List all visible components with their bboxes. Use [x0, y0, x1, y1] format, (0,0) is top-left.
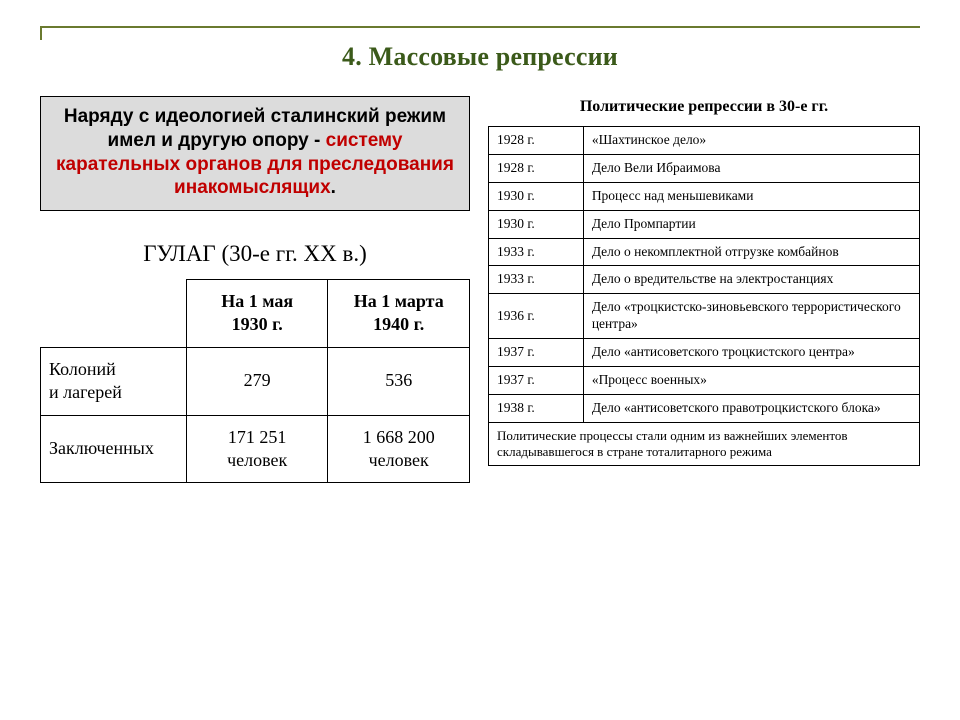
- gulag-r2-v2-l1: 1 668 200: [363, 427, 435, 447]
- gulag-table: На 1 мая 1930 г. На 1 марта 1940 г. Коло…: [40, 279, 470, 483]
- repressions-year: 1933 г.: [489, 266, 584, 294]
- repressions-year: 1938 г.: [489, 394, 584, 422]
- intro-tail: .: [331, 177, 336, 198]
- repressions-year: 1937 г.: [489, 339, 584, 367]
- repressions-row: 1928 г.Дело Вели Ибраимова: [489, 154, 920, 182]
- left-column: Наряду с идеологией сталинский режим име…: [40, 96, 470, 700]
- repressions-event: Дело Вели Ибраимова: [583, 154, 919, 182]
- repressions-event: Дело о некомплектной отгрузке комбайнов: [583, 238, 919, 266]
- repressions-year: 1928 г.: [489, 154, 584, 182]
- gulag-r1-v1: 279: [186, 347, 328, 415]
- repressions-footer: Политические процессы стали одним из важ…: [489, 422, 920, 466]
- repressions-event: Дело о вредительстве на электростанциях: [583, 266, 919, 294]
- repressions-event: Дело «антисоветского троцкистского центр…: [583, 339, 919, 367]
- repressions-event: Дело «троцкистско-зиновьевского террорис…: [583, 294, 919, 339]
- gulag-empty-corner: [41, 280, 187, 348]
- repressions-event: Дело «антисоветского правотроцкистского …: [583, 394, 919, 422]
- repressions-row: 1936 г.Дело «троцкистско-зиновьевского т…: [489, 294, 920, 339]
- intro-box: Наряду с идеологией сталинский режим име…: [40, 96, 470, 211]
- repressions-year: 1937 г.: [489, 366, 584, 394]
- gulag-r2-label: Заключенных: [41, 415, 187, 483]
- repressions-year: 1933 г.: [489, 238, 584, 266]
- gulag-block: ГУЛАГ (30-е гг. XX в.) На 1 мая 1930 г. …: [40, 241, 470, 483]
- repressions-row: 1937 г.Дело «антисоветского троцкистског…: [489, 339, 920, 367]
- repressions-row: 1930 г.Дело Промпартии: [489, 210, 920, 238]
- repressions-row: 1937 г.«Процесс военных»: [489, 366, 920, 394]
- top-rule: [40, 26, 920, 28]
- slide-title: 4. Массовые репрессии: [0, 0, 960, 72]
- repressions-row: 1933 г.Дело о вредительстве на электрост…: [489, 266, 920, 294]
- gulag-r2-v1-l1: 171 251: [228, 427, 287, 447]
- repressions-year: 1928 г.: [489, 127, 584, 155]
- content-area: Наряду с идеологией сталинский режим име…: [40, 96, 920, 700]
- repressions-event: Процесс над меньшевиками: [583, 182, 919, 210]
- gulag-col1-l1: На 1 мая: [221, 291, 293, 311]
- gulag-col1-l2: 1930 г.: [232, 314, 283, 334]
- repressions-row: 1930 г.Процесс над меньшевиками: [489, 182, 920, 210]
- right-column: Политические репрессии в 30-е гг. 1928 г…: [488, 96, 920, 700]
- repressions-row: 1928 г.«Шахтинское дело»: [489, 127, 920, 155]
- repressions-table: 1928 г.«Шахтинское дело»1928 г.Дело Вели…: [488, 126, 920, 466]
- repressions-footer-row: Политические процессы стали одним из важ…: [489, 422, 920, 466]
- gulag-col2-head: На 1 марта 1940 г.: [328, 280, 470, 348]
- repressions-title: Политические репрессии в 30-е гг.: [488, 98, 920, 116]
- gulag-r1-label-l2: и лагерей: [49, 382, 122, 402]
- repressions-year: 1930 г.: [489, 182, 584, 210]
- gulag-col1-head: На 1 мая 1930 г.: [186, 280, 328, 348]
- gulag-col2-l2: 1940 г.: [373, 314, 424, 334]
- corner-accent: [40, 26, 54, 40]
- gulag-title: ГУЛАГ (30-е гг. XX в.): [40, 241, 470, 267]
- gulag-r1-label-l1: Колоний: [49, 359, 116, 379]
- gulag-row-colonies: Колоний и лагерей 279 536: [41, 347, 470, 415]
- gulag-col2-l1: На 1 марта: [354, 291, 444, 311]
- repressions-year: 1930 г.: [489, 210, 584, 238]
- repressions-event: «Процесс военных»: [583, 366, 919, 394]
- gulag-r2-v1-l2: человек: [227, 450, 287, 470]
- gulag-r1-v2: 536: [328, 347, 470, 415]
- repressions-event: Дело Промпартии: [583, 210, 919, 238]
- repressions-event: «Шахтинское дело»: [583, 127, 919, 155]
- gulag-r2-v2-l2: человек: [369, 450, 429, 470]
- gulag-row-prisoners: Заключенных 171 251 человек 1 668 200 че…: [41, 415, 470, 483]
- repressions-row: 1933 г.Дело о некомплектной отгрузке ком…: [489, 238, 920, 266]
- repressions-row: 1938 г.Дело «антисоветского правотроцкис…: [489, 394, 920, 422]
- repressions-year: 1936 г.: [489, 294, 584, 339]
